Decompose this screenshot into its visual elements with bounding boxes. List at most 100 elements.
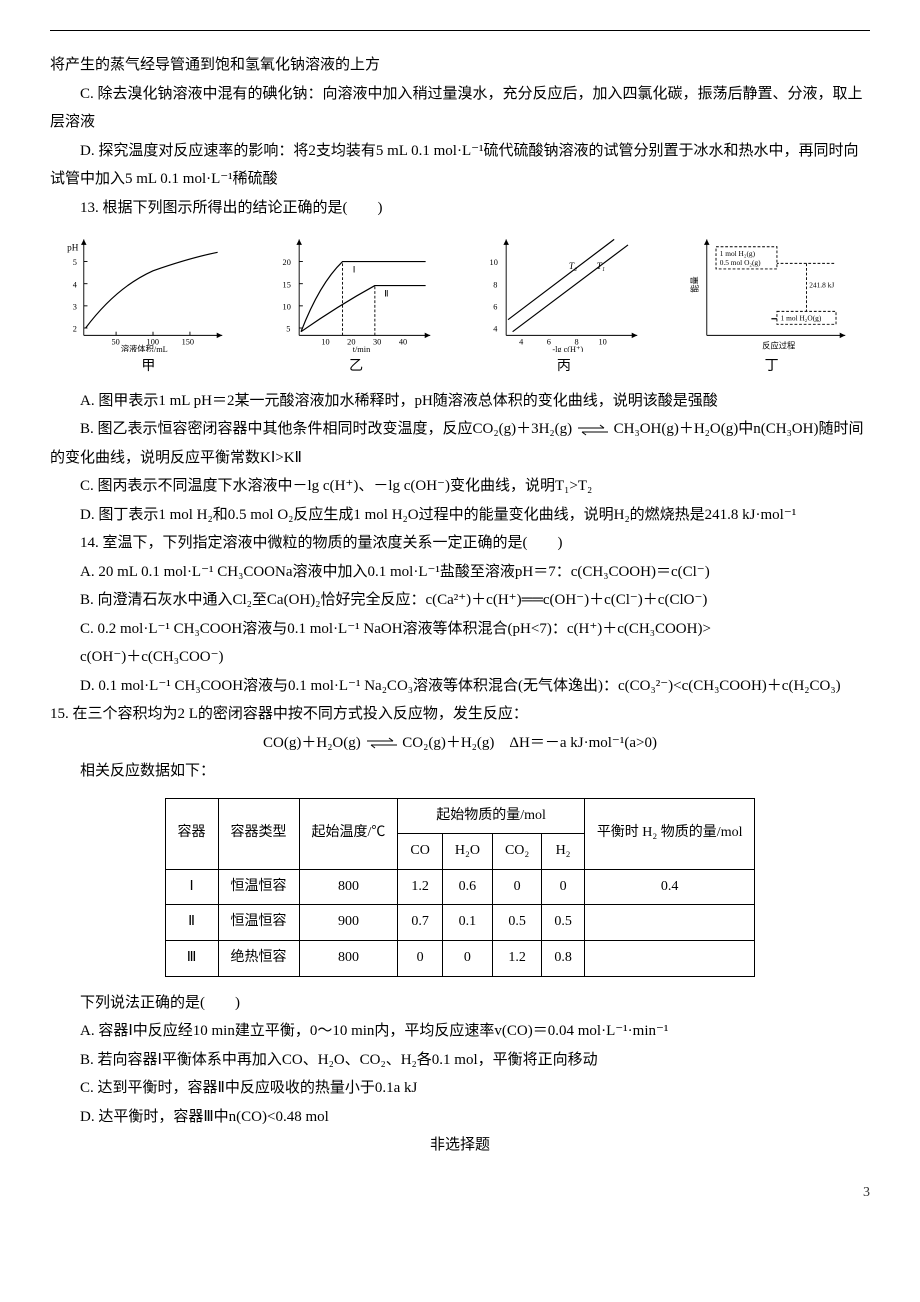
cell: 恒温恒容 — [218, 869, 299, 905]
th-container: 容器 — [165, 798, 218, 869]
cell: 800 — [299, 940, 398, 976]
fig-d-box: 1 mol H₂(g) 0.5 mol O₂(g) 241.8 kJ 1 mol… — [673, 232, 870, 381]
svg-text:溶液体积/mL: 溶液体积/mL — [121, 344, 168, 352]
cell: 绝热恒容 — [218, 940, 299, 976]
svg-text:8: 8 — [494, 280, 498, 289]
q14-a: A. 20 mL 0.1 mol·L⁻¹ CH₃COONa溶液中加入0.1 mo… — [50, 558, 870, 587]
svg-text:反应过程: 反应过程 — [762, 340, 795, 350]
svg-text:10: 10 — [599, 338, 607, 347]
q15-d: D. 达平衡时，容器Ⅲ中n(CO)<0.48 mol — [50, 1103, 870, 1132]
cell: 0.1 — [442, 905, 492, 941]
fig-c-svg: 4 6 8 10 4 6 8 10 T₁ T₂ -lg c(OH⁻) -lg c… — [465, 232, 662, 352]
q15-eq-2: CO₂(g)＋H₂(g) ΔH＝－a kJ·mol⁻¹(a>0) — [402, 735, 657, 751]
svg-text:50: 50 — [111, 338, 119, 347]
cell: 0 — [492, 869, 541, 905]
svg-text:150: 150 — [182, 338, 194, 347]
cell: 恒温恒容 — [218, 905, 299, 941]
svg-text:4: 4 — [73, 280, 78, 289]
svg-text:4: 4 — [494, 325, 499, 334]
th-eq: 平衡时 H₂ 物质的量/mol — [584, 798, 755, 869]
svg-text:Ⅰ: Ⅰ — [352, 265, 355, 275]
cell: Ⅰ — [165, 869, 218, 905]
cell: 800 — [299, 869, 398, 905]
svg-text:40: 40 — [399, 338, 407, 347]
table-head-row1: 容器 容器类型 起始温度/℃ 起始物质的量/mol 平衡时 H₂ 物质的量/mo… — [165, 798, 755, 834]
th-temp: 起始温度/℃ — [299, 798, 398, 869]
svg-text:5: 5 — [286, 325, 290, 334]
data-table: 容器 容器类型 起始温度/℃ 起始物质的量/mol 平衡时 H₂ 物质的量/mo… — [165, 798, 756, 977]
q13-d: D. 图丁表示1 mol H₂和0.5 mol O₂反应生成1 mol H₂O过… — [50, 501, 870, 530]
q12-opt-c: C. 除去溴化钠溶液中混有的碘化钠：向溶液中加入稍过量溴水，充分反应后，加入四氯… — [50, 80, 870, 137]
svg-text:10: 10 — [490, 258, 498, 267]
fig-d-svg: 1 mol H₂(g) 0.5 mol O₂(g) 241.8 kJ 1 mol… — [673, 232, 870, 352]
cell: 0 — [442, 940, 492, 976]
cell — [584, 905, 755, 941]
q15-a: A. 容器Ⅰ中反应经10 min建立平衡，0～10 min内，平均反应速率v(C… — [50, 1017, 870, 1046]
th-h2: H₂ — [542, 834, 585, 870]
cell: 0.5 — [542, 905, 585, 941]
cell: 0.8 — [542, 940, 585, 976]
fig-b-label: 乙 — [349, 354, 363, 381]
cell: 0.4 — [584, 869, 755, 905]
q14-b: B. 向澄清石灰水中通入Cl₂至Ca(OH)₂恰好完全反应：c(Ca²⁺)＋c(… — [50, 586, 870, 615]
cell: Ⅱ — [165, 905, 218, 941]
table-row: Ⅰ 恒温恒容 800 1.2 0.6 0 0 0.4 — [165, 869, 755, 905]
figure-row: 2 3 4 5 50 100 150 pH 溶液体积/mL 甲 5 — [50, 232, 870, 381]
q15-stem: 15. 在三个容积均为2 L的密闭容器中按不同方式投入反应物，发生反应： — [50, 700, 870, 729]
q13-b: B. 图乙表示恒容密闭容器中其他条件相同时改变温度，反应CO₂(g)＋3H₂(g… — [50, 415, 870, 472]
cell: 1.2 — [492, 940, 541, 976]
th-initial: 起始物质的量/mol — [398, 798, 584, 834]
q15-c: C. 达到平衡时，容器Ⅱ中反应吸收的热量小于0.1a kJ — [50, 1074, 870, 1103]
equil-arrow-icon — [365, 737, 399, 749]
th-co2: CO₂ — [492, 834, 541, 870]
svg-text:t/min: t/min — [352, 345, 370, 352]
fig-a-label: 甲 — [141, 354, 155, 381]
q15-eq: CO(g)＋H₂O(g) CO₂(g)＋H₂(g) ΔH＝－a kJ·mol⁻¹… — [50, 729, 870, 758]
svg-text:10: 10 — [282, 303, 290, 312]
svg-text:T₂: T₂ — [569, 261, 577, 271]
cell: 0 — [398, 940, 442, 976]
intro-line: 将产生的蒸气经导管通到饱和氢氧化钠溶液的上方 — [50, 51, 870, 80]
svg-text:20: 20 — [282, 258, 290, 267]
svg-text:6: 6 — [547, 338, 551, 347]
q15-eq-1: CO(g)＋H₂O(g) — [263, 735, 361, 751]
svg-text:15: 15 — [282, 280, 290, 289]
table-row: Ⅲ 绝热恒容 800 0 0 1.2 0.8 — [165, 940, 755, 976]
svg-text:1 mol H₂(g): 1 mol H₂(g) — [720, 249, 756, 258]
q14-c: C. 0.2 mol·L⁻¹ CH₃COOH溶液与0.1 mol·L⁻¹ NaO… — [50, 615, 870, 644]
svg-text:4: 4 — [520, 338, 525, 347]
svg-text:-lg c(H⁺): -lg c(H⁺) — [553, 345, 584, 352]
equil-arrow-icon — [576, 424, 610, 436]
svg-text:241.8 kJ: 241.8 kJ — [809, 280, 834, 289]
svg-text:能量: 能量 — [690, 276, 700, 293]
svg-text:0.5 mol O₂(g): 0.5 mol O₂(g) — [720, 258, 761, 267]
q15-b: B. 若向容器Ⅰ平衡体系中再加入CO、H₂O、CO₂、H₂各0.1 mol，平衡… — [50, 1046, 870, 1075]
fig-b-box: 5 10 15 20 10 20 30 40 Ⅰ Ⅱ n(CH₃OH)/mol … — [258, 232, 455, 381]
fig-a-box: 2 3 4 5 50 100 150 pH 溶液体积/mL 甲 — [50, 232, 247, 381]
cell: 900 — [299, 905, 398, 941]
cell: Ⅲ — [165, 940, 218, 976]
top-rule — [50, 30, 870, 31]
q13-c: C. 图丙表示不同温度下水溶液中－lg c(H⁺)、－lg c(OH⁻)变化曲线… — [50, 472, 870, 501]
q14-d: D. 0.1 mol·L⁻¹ CH₃COOH溶液与0.1 mol·L⁻¹ Na₂… — [50, 672, 870, 701]
cell: 1.2 — [398, 869, 442, 905]
cell: 0.5 — [492, 905, 541, 941]
svg-text:10: 10 — [321, 338, 329, 347]
svg-text:6: 6 — [494, 303, 498, 312]
svg-text:Ⅱ: Ⅱ — [384, 289, 389, 299]
cell — [584, 940, 755, 976]
fig-c-box: 4 6 8 10 4 6 8 10 T₁ T₂ -lg c(OH⁻) -lg c… — [465, 232, 662, 381]
q14-stem: 14. 室温下，下列指定溶液中微粒的物质的量浓度关系一定正确的是( ) — [50, 529, 870, 558]
cell: 0.6 — [442, 869, 492, 905]
q14-c2: c(OH⁻)＋c(CH₃COO⁻) — [50, 643, 870, 672]
svg-text:3: 3 — [73, 303, 77, 312]
table-row: Ⅱ 恒温恒容 900 0.7 0.1 0.5 0.5 — [165, 905, 755, 941]
svg-text:30: 30 — [373, 338, 381, 347]
fig-a-svg: 2 3 4 5 50 100 150 pH 溶液体积/mL — [50, 232, 247, 352]
th-h2o: H₂O — [442, 834, 492, 870]
svg-text:2: 2 — [73, 325, 77, 334]
q13-a: A. 图甲表示1 mL pH＝2某一元酸溶液加水稀释时，pH随溶液总体积的变化曲… — [50, 387, 870, 416]
q13-b-1: B. 图乙表示恒容密闭容器中其他条件相同时改变温度，反应CO₂(g)＋3H₂(g… — [80, 421, 572, 437]
cell: 0 — [542, 869, 585, 905]
th-co: CO — [398, 834, 442, 870]
